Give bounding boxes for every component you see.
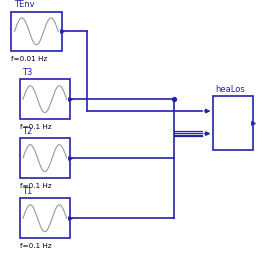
Text: f=0.1 Hz: f=0.1 Hz <box>20 183 51 188</box>
Text: f=0.01 Hz: f=0.01 Hz <box>11 56 47 62</box>
Bar <box>213 96 253 150</box>
Text: TEnv: TEnv <box>14 1 35 9</box>
Bar <box>20 198 70 238</box>
Text: f=0.1 Hz: f=0.1 Hz <box>20 243 51 249</box>
Bar <box>11 12 62 51</box>
Text: f=0.1 Hz: f=0.1 Hz <box>20 124 51 130</box>
Text: T2: T2 <box>22 127 33 136</box>
Bar <box>20 138 70 178</box>
Text: T3: T3 <box>22 68 33 77</box>
Text: heaLos: heaLos <box>216 85 245 94</box>
Bar <box>20 79 70 119</box>
Text: T1: T1 <box>22 187 33 196</box>
